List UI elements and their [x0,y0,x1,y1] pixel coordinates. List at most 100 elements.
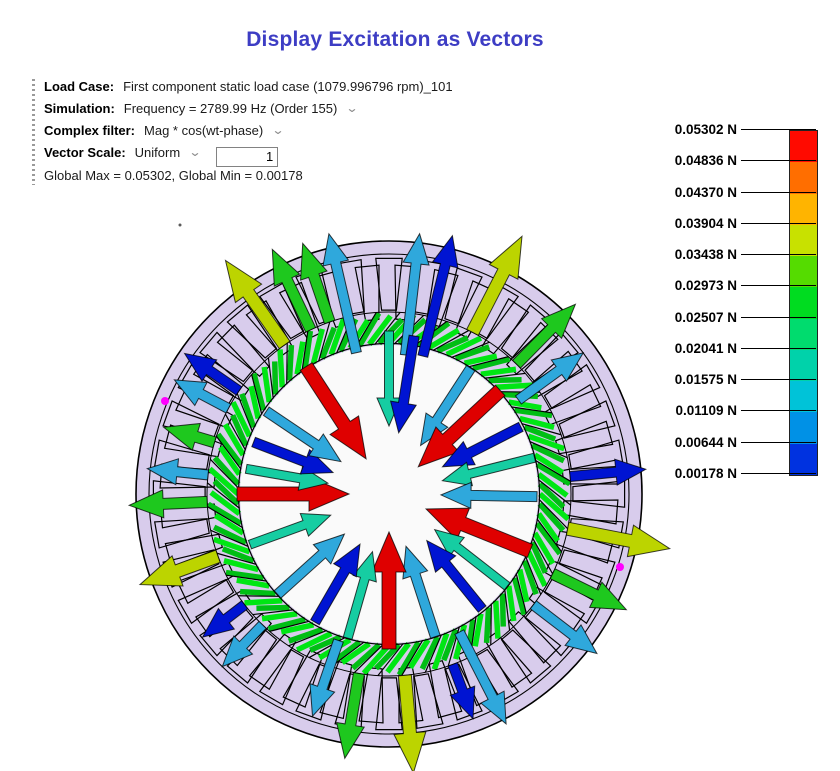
inward-force-vector [371,530,407,650]
hatch-line [538,491,571,522]
chevron-down-icon[interactable]: ⌄ [188,145,202,159]
load-case-label: Load Case: [44,79,115,94]
vector-scale-value[interactable]: Uniform [134,145,181,160]
hatch-line [367,314,393,346]
small-dot-marker [178,223,182,227]
outward-force-vector [466,235,523,336]
hatch-line [301,331,309,372]
hatch-line [239,588,276,597]
outward-force-vector [127,489,208,519]
outward-force-vector [447,662,476,720]
hatch-line [445,335,483,357]
hatch-line [524,555,542,595]
hatch-line [529,541,548,574]
stator-slot-outline [413,673,444,730]
hatch-line [396,640,421,677]
panel-grip-handle[interactable] [32,79,35,185]
hatch-line [215,432,244,467]
hatch-line [218,445,242,476]
stator-slot-outline [562,499,619,525]
hatch-line [230,414,249,447]
outward-force-vector [417,234,459,358]
hatch-line [517,568,530,603]
hatch-line [212,455,241,486]
hatch-line [521,423,562,436]
hatch-line [256,604,290,611]
hatch-line [504,589,511,631]
hatch-line [521,559,539,596]
complex-filter-value[interactable]: Mag * cos(wt-phase) [144,123,264,138]
outward-force-vector [173,379,232,414]
vector-scale-label: Vector Scale: [44,145,126,160]
simulation-value[interactable]: Frequency = 2789.99 Hz (Order 155) [123,101,338,116]
hatch-line [353,643,385,674]
hatch-line [225,569,264,581]
chevron-down-icon[interactable]: ⌄ [345,101,359,115]
hatch-line [508,399,542,411]
vector-scale-row: Vector Scale: Uniform ⌄ [44,145,279,167]
hatch-line [222,423,246,457]
hatch-line [238,595,280,597]
hatch-line [511,577,527,616]
hatch-line [272,361,279,395]
hatch-line [319,326,337,360]
inward-force-vector [342,550,377,641]
outward-force-vector [224,259,291,350]
hatch-line [432,329,470,352]
hatch-line [537,482,566,509]
stator-slot-outline [543,363,601,410]
hatch-line [244,598,283,606]
inward-force-vector [251,436,335,475]
hatch-line [532,531,556,565]
stator-slot-outline [375,257,403,311]
stator-slot-outline [226,304,278,359]
hatch-line [483,607,492,644]
stator-slot-outline [248,633,297,691]
inward-force-vector [262,406,342,463]
hatch-line [212,479,241,506]
hatch-line [468,356,509,368]
hatch-line [495,382,534,390]
hatch-line [287,626,324,644]
chevron-down-icon[interactable]: ⌄ [271,123,285,137]
hatch-line [224,413,247,451]
hatch-line [280,622,315,635]
hatch-line [424,634,443,673]
hatch-line [533,452,565,475]
stator-slot-outline [375,677,403,731]
hatch-line [385,642,411,674]
hatch-line [463,353,498,366]
hatch-line [226,574,267,582]
hatch-line [514,407,553,419]
hatch-line [431,632,450,671]
hatch-line [267,616,306,632]
hatch-line [523,424,557,442]
page-title: Display Excitation as Vectors [246,28,544,51]
vector-scale-input[interactable] [216,146,279,167]
hatch-line [538,498,569,530]
inward-force-vector [439,481,538,510]
outward-force-vector [309,638,344,718]
hatch-line [215,435,242,470]
hatch-line [236,393,254,433]
hatch-line [536,512,560,543]
stator-slot-outline [500,629,552,684]
hatch-line [527,433,566,452]
outward-force-vector [183,352,243,396]
outward-force-vector [201,600,249,638]
hatch-line [206,482,241,509]
hatch-line [526,550,548,588]
inward-force-vector [433,528,511,591]
hatch-line [286,343,288,385]
hatch-line [531,537,554,575]
hatch-line [267,357,274,399]
stator-slot-outline [226,629,278,684]
outward-force-vector [529,600,598,655]
inward-force-vector [426,539,487,613]
hatch-line [515,573,527,614]
hatch-line [536,518,563,553]
hatch-line [401,639,424,676]
